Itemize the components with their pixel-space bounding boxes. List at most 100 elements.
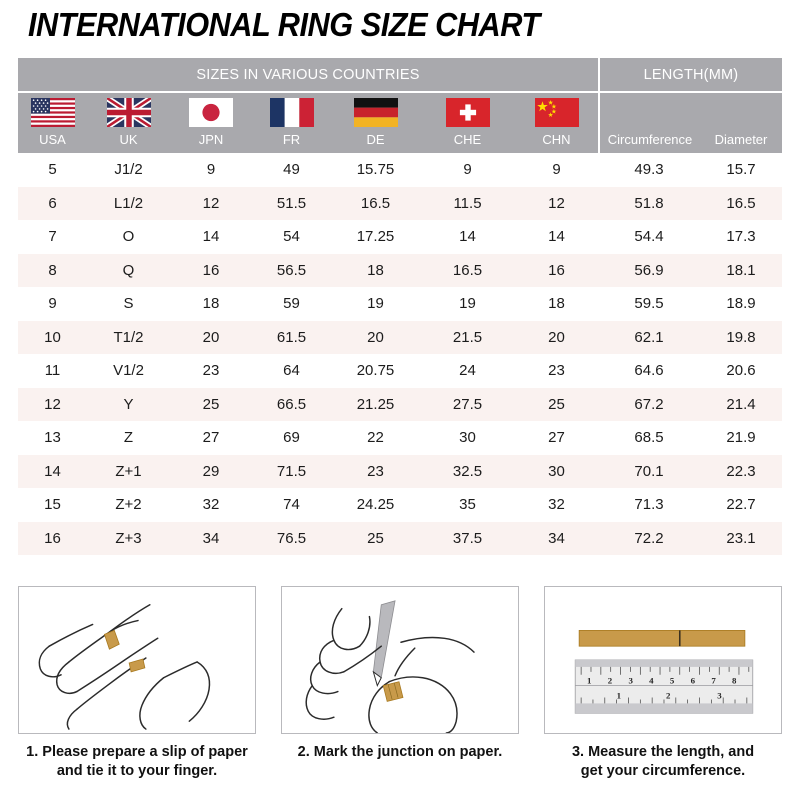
column-header-usa: USA (18, 93, 87, 153)
cell-circumference: 68.5 (634, 429, 664, 447)
cell-circumference: 59.5 (634, 295, 664, 313)
measuring-instructions: 1. Please prepare a slip of paper and ti… (18, 586, 782, 781)
flag-germany-icon (353, 98, 398, 127)
column-header-uk-label: UK (119, 132, 138, 147)
page-title: INTERNATIONAL RING SIZE CHART (28, 6, 540, 43)
cell-chn: 16 (548, 261, 565, 279)
column-header-jpn-label: JPN (198, 132, 224, 147)
cell-diameter: 22.7 (726, 496, 756, 514)
cell-diameter: 18.9 (726, 295, 756, 313)
step-2-illustration (281, 586, 519, 734)
cell-diameter: 21.4 (726, 395, 756, 413)
cell-che: 27.5 (452, 395, 483, 413)
svg-text:3: 3 (717, 690, 722, 700)
cell-fr: 54 (283, 228, 300, 246)
cell-che: 14 (459, 228, 476, 246)
cell-chn: 14 (548, 228, 565, 246)
step-1-caption-line1: 1. Please prepare a slip of paper (26, 744, 248, 760)
cell-usa: 5 (48, 161, 57, 179)
column-header-de: DE (331, 93, 420, 153)
cell-fr: 64 (283, 362, 300, 380)
cell-che: 16.5 (452, 261, 483, 279)
cell-de: 16.5 (360, 194, 391, 212)
column-header-chn-label: CHN (542, 132, 571, 147)
cell-circumference: 70.1 (634, 462, 664, 480)
cell-de: 21.25 (356, 395, 395, 413)
cell-de: 23 (367, 462, 384, 480)
cell-uk: Z+2 (115, 496, 142, 514)
flag-switzerland-icon (445, 98, 490, 127)
cell-jpn: 16 (202, 261, 220, 279)
cell-fr: 74 (283, 496, 300, 514)
cell-diameter: 19.8 (726, 328, 756, 346)
cell-che: 24 (459, 362, 476, 380)
group-header-countries: SIZES IN VARIOUS COUNTRIES (196, 66, 420, 83)
cell-jpn: 29 (202, 462, 220, 480)
cell-circumference: 56.9 (634, 261, 664, 279)
cell-circumference: 49.3 (634, 161, 664, 179)
column-header-fr: FR (252, 93, 331, 153)
cell-uk: J1/2 (114, 161, 143, 179)
cell-de: 24.25 (356, 496, 395, 514)
column-header-jpn: JPN (170, 93, 252, 153)
step-1-caption-line2: and tie it to your finger. (56, 763, 218, 779)
cell-diameter: 17.3 (726, 228, 756, 246)
cell-jpn: 34 (202, 529, 220, 547)
table-row: 12 Y 25 66.5 21.25 27.5 25 67.2 21.4 (18, 387, 782, 421)
cell-circumference: 64.6 (634, 362, 664, 380)
table-row: 15 Z+2 32 74 24.25 35 32 71.3 22.7 (18, 488, 782, 522)
cell-fr: 71.5 (276, 462, 307, 480)
cell-uk: O (122, 228, 135, 246)
column-header-diameter: Diameter (700, 93, 782, 153)
cell-circumference: 51.8 (634, 194, 664, 212)
table-row: 10 T1/2 20 61.5 20 21.5 20 62.1 19.8 (18, 320, 782, 354)
flag-china-icon (534, 98, 579, 127)
cell-che: 21.5 (452, 328, 483, 346)
cell-fr: 76.5 (276, 529, 307, 547)
cell-usa: 13 (44, 429, 61, 447)
table-row: 6 L1/2 12 51.5 16.5 11.5 12 51.8 16.5 (18, 186, 782, 220)
cell-de: 18 (367, 261, 384, 279)
column-header-de-label: DE (366, 132, 385, 147)
column-header-diameter-label: Diameter (714, 132, 768, 147)
cell-usa: 11 (44, 362, 61, 380)
table-row: 16 Z+3 34 76.5 25 37.5 34 72.2 23.1 (18, 521, 782, 555)
svg-text:1: 1 (587, 676, 591, 686)
cell-che: 32.5 (452, 462, 483, 480)
step-3-caption-line1: 3. Measure the length, and (571, 744, 755, 760)
cell-chn: 12 (548, 194, 565, 212)
flag-uk-icon (104, 95, 153, 130)
flag-japan-icon (189, 98, 233, 127)
cell-jpn: 12 (202, 194, 220, 212)
cell-jpn: 27 (202, 429, 220, 447)
cell-uk: Z (123, 429, 134, 447)
column-header-uk: UK (87, 93, 170, 153)
cell-chn: 25 (548, 395, 565, 413)
svg-text:3: 3 (628, 676, 633, 686)
cell-jpn: 14 (202, 228, 220, 246)
svg-text:4: 4 (649, 676, 654, 686)
cell-usa: 7 (48, 228, 57, 246)
step-2: 2. Mark the junction on paper. (281, 586, 519, 781)
cell-usa: 9 (48, 295, 57, 313)
step-2-caption: 2. Mark the junction on paper. (281, 743, 519, 762)
table-row: 14 Z+1 29 71.5 23 32.5 30 70.1 22.3 (18, 454, 782, 488)
cell-fr: 59 (283, 295, 300, 313)
step-1-caption: 1. Please prepare a slip of paper and ti… (18, 743, 256, 781)
cell-de: 22 (367, 429, 384, 447)
svg-text:6: 6 (691, 676, 696, 686)
cell-jpn: 9 (206, 161, 216, 179)
cell-uk: T1/2 (113, 328, 144, 346)
table-row: 5 J1/2 9 49 15.75 9 9 49.3 15.7 (18, 153, 782, 187)
cell-usa: 14 (44, 462, 61, 480)
cell-uk: Y (123, 395, 134, 413)
cell-circumference: 72.2 (634, 529, 664, 547)
flag-usa-icon (30, 98, 75, 127)
cell-uk: Q (122, 261, 135, 279)
cell-usa: 12 (44, 395, 61, 413)
table-row: 8 Q 16 56.5 18 16.5 16 56.9 18.1 (18, 253, 782, 287)
table-column-header-row: USA UK JPN (18, 91, 782, 153)
step-1: 1. Please prepare a slip of paper and ti… (18, 586, 256, 781)
